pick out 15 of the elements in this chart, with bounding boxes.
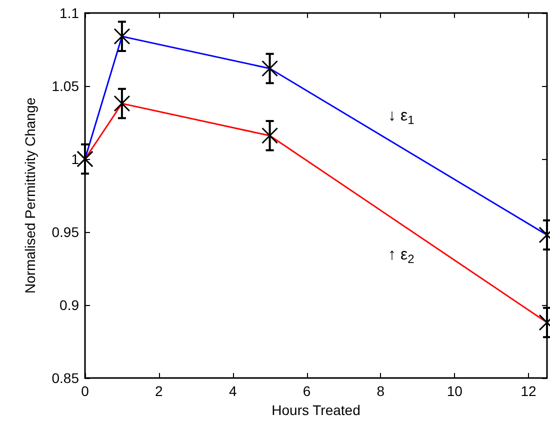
x-tick-label: 8 [376, 383, 385, 399]
x-tick-label: 10 [446, 383, 463, 399]
x-tick-label: 2 [155, 383, 164, 399]
y-tick-label: 0.9 [60, 297, 80, 313]
y-tick-label: 0.85 [52, 370, 80, 386]
x-tick-label: 4 [228, 383, 237, 399]
y-tick-label: 1.05 [52, 78, 80, 94]
y-axis-title: Normalised Permittivity Change [22, 97, 38, 294]
x-tick-label: 6 [302, 383, 311, 399]
x-tick-label: 12 [520, 383, 537, 399]
y-tick-label: 1.1 [60, 5, 80, 21]
x-tick-label: 0 [81, 383, 90, 399]
y-tick-label: 1 [71, 151, 80, 167]
y-tick-label: 0.95 [52, 224, 80, 240]
x-axis-title: Hours Treated [272, 402, 360, 418]
